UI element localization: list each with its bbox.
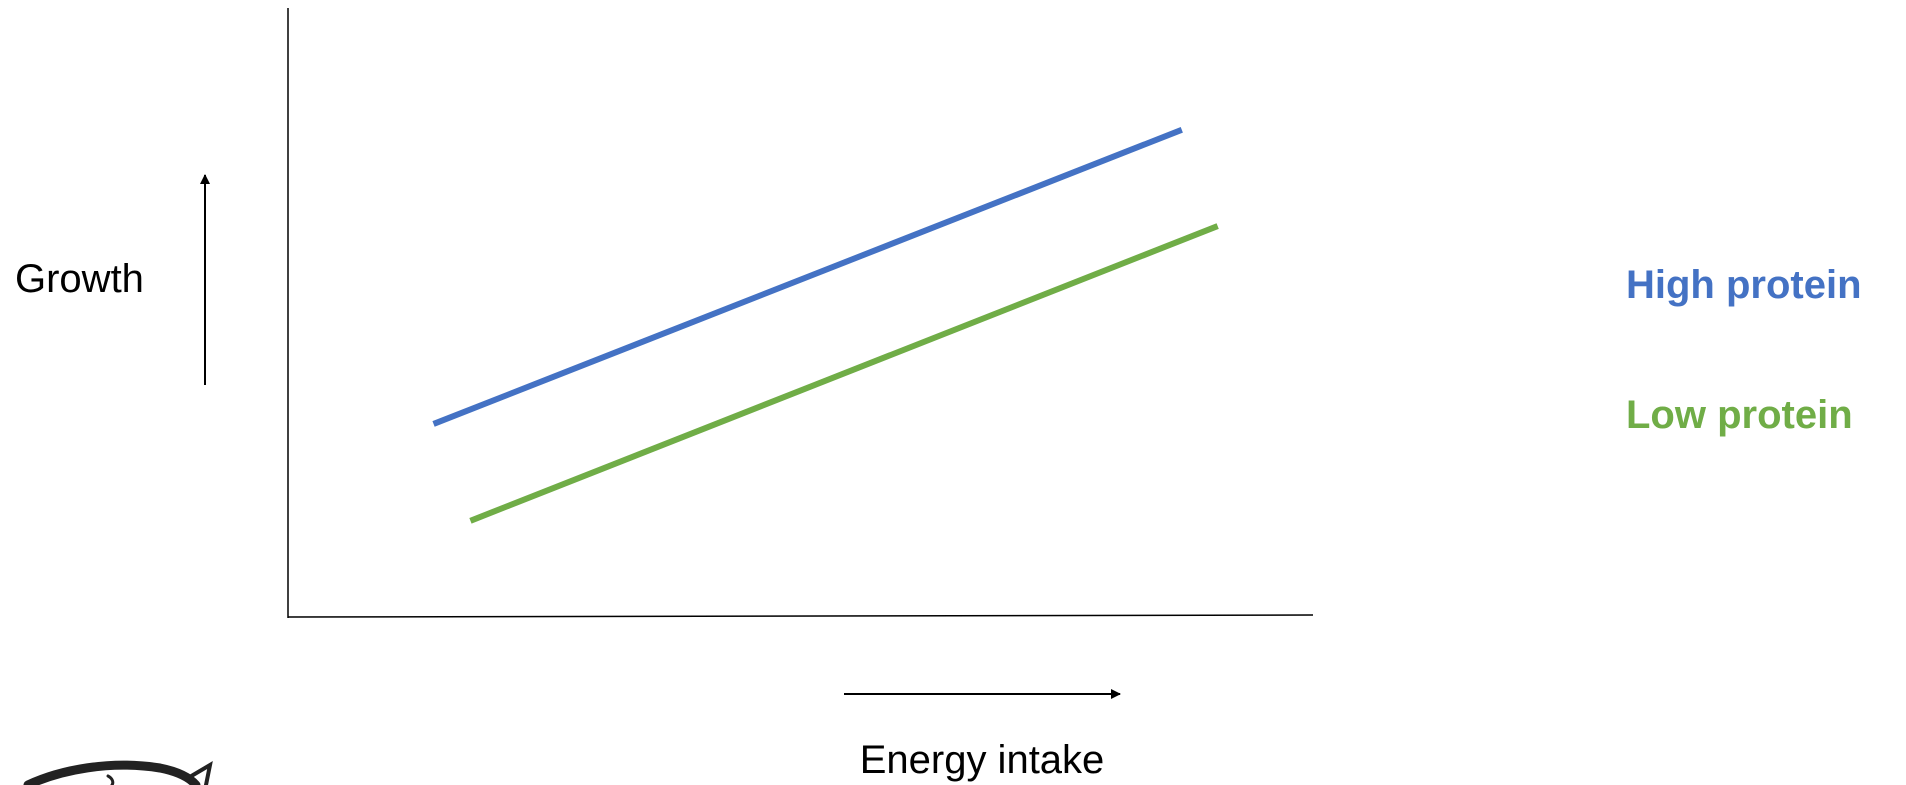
legend: High protein Low protein	[1626, 263, 1862, 437]
series-line-0	[432, 127, 1183, 427]
fish-icon	[23, 760, 213, 785]
x-axis-label: Energy intake	[860, 738, 1105, 782]
y-axis-label: Growth	[15, 257, 144, 301]
series-group	[432, 127, 1219, 524]
legend-entry-0: High protein	[1626, 263, 1862, 307]
x-axis	[287, 614, 1314, 618]
legend-entry-1: Low protein	[1626, 393, 1853, 437]
series-line-1	[469, 223, 1219, 524]
